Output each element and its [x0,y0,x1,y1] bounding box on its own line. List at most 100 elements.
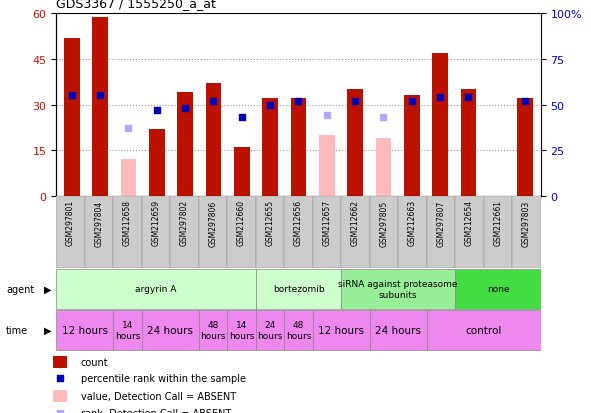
Text: GSM212654: GSM212654 [465,200,474,246]
Text: agent: agent [6,284,34,294]
Bar [284,311,313,350]
Text: percentile rank within the sample: percentile rank within the sample [81,373,246,384]
Text: 14
hours: 14 hours [229,321,254,340]
Bar [227,311,256,350]
Text: GSM297802: GSM297802 [180,200,189,246]
Text: ▶: ▶ [44,325,52,335]
Point [67,93,76,100]
Bar [53,356,67,368]
Bar [177,93,193,196]
Point [407,98,417,105]
Text: none: none [487,285,509,294]
Text: value, Detection Call = ABSENT: value, Detection Call = ABSENT [81,391,236,401]
Bar [256,196,284,268]
Text: GSM212661: GSM212661 [493,200,502,246]
Text: GDS3367 / 1555250_a_at: GDS3367 / 1555250_a_at [56,0,216,10]
Bar [455,196,484,268]
Bar [427,311,541,350]
Bar [256,269,341,309]
Bar [427,196,455,268]
Point [209,98,218,105]
Text: 24 hours: 24 hours [147,325,193,335]
Point [294,98,303,105]
Point [436,95,445,101]
Bar [92,17,108,196]
Text: GSM297805: GSM297805 [379,200,388,246]
Bar [433,54,448,196]
Bar [199,311,227,350]
Point [265,102,275,109]
Point [95,93,105,100]
Point [379,115,388,121]
Bar [227,196,256,268]
Text: 12 hours: 12 hours [318,325,364,335]
Point [124,126,133,132]
Bar [149,130,164,196]
Bar [199,196,227,268]
Text: 48
hours: 48 hours [286,321,311,340]
Bar [376,139,391,196]
Text: count: count [81,357,108,367]
Point [237,115,246,121]
Text: GSM212660: GSM212660 [237,200,246,246]
Bar [206,84,221,196]
Bar [484,196,512,268]
Bar [313,196,341,268]
Bar [455,269,541,309]
Bar [142,311,199,350]
Text: 24 hours: 24 hours [375,325,421,335]
Bar [262,99,278,196]
Bar [512,196,541,268]
Text: siRNA against proteasome
subunits: siRNA against proteasome subunits [339,280,458,299]
Text: bortezomib: bortezomib [272,285,324,294]
Text: control: control [466,325,502,335]
Bar [53,390,67,401]
Text: 24
hours: 24 hours [257,321,282,340]
Text: GSM297803: GSM297803 [522,200,531,246]
Bar [341,196,370,268]
Text: rank, Detection Call = ABSENT: rank, Detection Call = ABSENT [81,408,231,413]
Text: GSM212657: GSM212657 [323,200,332,246]
Text: GSM212662: GSM212662 [351,200,360,246]
Text: GSM212655: GSM212655 [265,200,274,246]
Text: GSM212656: GSM212656 [294,200,303,246]
Point [322,113,332,119]
Point [180,106,190,112]
Bar [113,196,142,268]
Bar [121,160,136,196]
Point [152,107,161,114]
Bar [517,99,533,196]
Bar [113,311,142,350]
Text: GSM212659: GSM212659 [151,200,160,246]
Bar [170,196,199,268]
Text: GSM297806: GSM297806 [209,200,217,246]
Bar [85,196,113,268]
Text: GSM297807: GSM297807 [437,200,446,246]
Point [55,410,64,413]
Bar [404,96,420,196]
Text: GSM212663: GSM212663 [408,200,417,246]
Bar [64,39,80,196]
Bar [370,196,398,268]
Bar [319,135,335,196]
Bar [142,196,170,268]
Bar [291,99,306,196]
Text: GSM297804: GSM297804 [95,200,103,246]
Text: argyrin A: argyrin A [135,285,177,294]
Bar [56,196,85,268]
Text: GSM212658: GSM212658 [123,200,132,246]
Bar [341,269,455,309]
Text: GSM297801: GSM297801 [66,200,75,246]
Point [350,98,360,105]
Bar [461,90,476,196]
Text: 48
hours: 48 hours [200,321,226,340]
Text: 14
hours: 14 hours [115,321,140,340]
Text: time: time [6,325,28,335]
Bar [313,311,370,350]
Point [521,98,530,105]
Point [464,95,473,101]
Bar [56,311,113,350]
Bar [234,148,249,196]
Bar [56,269,256,309]
Point [55,375,64,382]
